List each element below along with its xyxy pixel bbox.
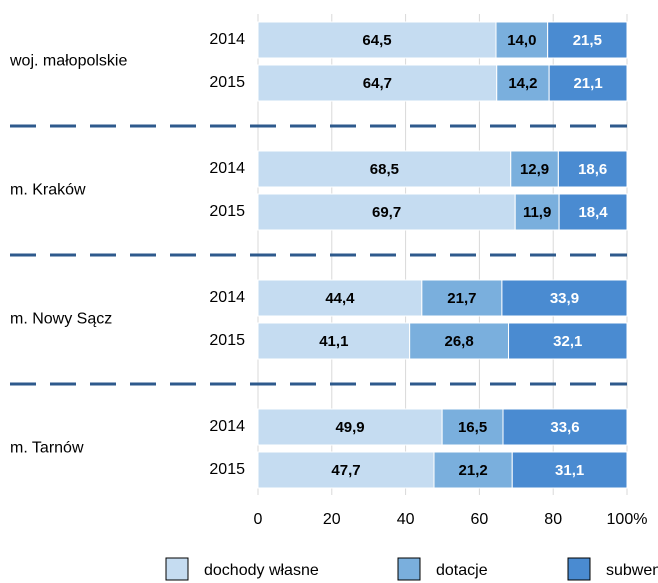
y-tick-label: 2014: [209, 418, 245, 435]
data-label: 49,9: [335, 419, 364, 436]
bar-segment: [433, 451, 513, 489]
data-label: 41,1: [319, 333, 348, 350]
bar-segment: [508, 322, 628, 360]
data-label: 18,6: [578, 161, 607, 178]
legend-label: subwencje: [606, 562, 658, 579]
data-label: 11,9: [523, 204, 551, 221]
data-label: 21,5: [573, 32, 602, 49]
legend-label: dochody własne: [204, 562, 319, 579]
legend-swatch: [567, 557, 591, 581]
data-label: 32,1: [553, 333, 582, 350]
x-tick-label: 100%: [607, 511, 648, 528]
bar-segment: [257, 64, 498, 102]
bar-segment: [257, 322, 411, 360]
data-label: 21,7: [447, 290, 476, 307]
data-label: 69,7: [372, 204, 401, 221]
legend-swatch: [397, 557, 421, 581]
y-tick-label: 2014: [209, 160, 245, 177]
x-tick-label: 40: [397, 511, 415, 528]
data-label: 26,8: [445, 333, 474, 350]
bar-segment: [441, 408, 504, 446]
bar-segment: [257, 21, 497, 59]
legend-label: dotacje: [436, 562, 488, 579]
data-label: 12,9: [520, 161, 549, 178]
data-label: 21,2: [459, 462, 488, 479]
x-tick-label: 60: [471, 511, 489, 528]
bar-segment: [409, 322, 510, 360]
y-tick-label: 2015: [209, 203, 245, 220]
bar-segment: [257, 451, 435, 489]
data-label: 18,4: [578, 204, 608, 221]
data-label: 14,0: [507, 32, 536, 49]
y-tick-label: 2015: [209, 332, 245, 349]
y-tick-label: 2014: [209, 31, 245, 48]
x-tick-label: 0: [254, 511, 263, 528]
data-label: 33,9: [550, 290, 579, 307]
data-label: 44,4: [325, 290, 355, 307]
group-label: m. Kraków: [10, 182, 86, 199]
data-label: 21,1: [573, 75, 602, 92]
bar-segment: [502, 408, 628, 446]
data-label: 64,5: [362, 32, 391, 49]
y-tick-label: 2014: [209, 289, 245, 306]
legend-swatch: [165, 557, 189, 581]
data-label: 31,1: [555, 462, 584, 479]
x-tick-label: 80: [544, 511, 562, 528]
bar-segment: [257, 408, 443, 446]
bar-segment: [514, 193, 560, 231]
group-label: m. Tarnów: [10, 440, 84, 457]
bar-segment: [548, 64, 628, 102]
bar-segment: [257, 279, 423, 317]
bar-segment: [501, 279, 628, 317]
bar-segment: [421, 279, 503, 317]
y-tick-label: 2015: [209, 74, 245, 91]
bar-segment: [557, 150, 628, 188]
data-label: 16,5: [458, 419, 487, 436]
group-label: woj. małopolskie: [9, 53, 127, 70]
y-tick-label: 2015: [209, 461, 245, 478]
data-label: 47,7: [331, 462, 360, 479]
data-label: 14,2: [508, 75, 537, 92]
data-label: 64,7: [363, 75, 392, 92]
bar-segment: [495, 21, 549, 59]
group-label: m. Nowy Sącz: [10, 311, 112, 328]
bar-segment: [558, 193, 628, 231]
x-tick-label: 20: [323, 511, 341, 528]
data-label: 33,6: [550, 419, 579, 436]
bar-segment: [496, 64, 550, 102]
bar-segment: [547, 21, 628, 59]
data-label: 68,5: [370, 161, 399, 178]
bar-segment: [511, 451, 628, 489]
